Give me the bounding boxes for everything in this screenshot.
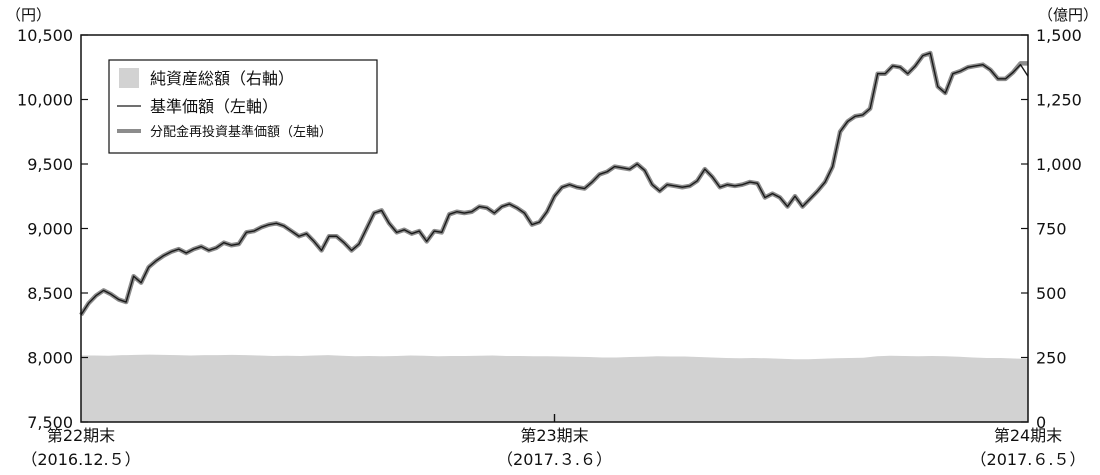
- net-assets-area: [81, 354, 1028, 422]
- period-date: （2016.12.５）: [21, 450, 140, 469]
- legend-box: [108, 59, 378, 154]
- right-tick-label: 1,250: [1036, 91, 1082, 110]
- legend-label-nav: 基準価額（左軸）: [150, 97, 278, 116]
- x-axis-ticks: 第22期末 （2016.12.５） 第23期末 （2017.３.６） 第24期末 （201…: [21, 414, 1085, 469]
- left-tick-label: 7,500: [27, 413, 73, 432]
- right-axis-ticks: 0 250 500 750 1,000 1,250 1,500: [1021, 26, 1082, 432]
- nav-line-layer: [79, 50, 1029, 317]
- left-tick-label: 9,000: [27, 220, 73, 239]
- legend-label-reinvest: 分配金再投資基準価額（左軸）: [150, 124, 332, 140]
- right-tick-label: 1,500: [1036, 26, 1082, 45]
- period-label: 第23期末: [520, 426, 588, 445]
- legend: 純資産総額（右軸） 基準価額（左軸） 分配金再投資基準価額（左軸）: [108, 59, 378, 154]
- right-tick-label: 750: [1036, 220, 1067, 239]
- left-tick-label: 10,000: [17, 91, 73, 110]
- left-tick-label: 8,000: [27, 349, 73, 368]
- net-assets-area-layer: [81, 354, 1028, 422]
- left-tick-label: 9,500: [27, 155, 73, 174]
- right-axis-unit: （億円）: [1038, 6, 1098, 24]
- right-tick-label: 500: [1036, 284, 1067, 303]
- right-tick-label: 0: [1036, 413, 1046, 432]
- period-date: （2017.６.５）: [971, 450, 1086, 469]
- period-label: 第24期末: [994, 426, 1062, 445]
- legend-area-swatch: [119, 68, 139, 88]
- nav-line: [80, 52, 1029, 316]
- left-axis-unit: （円）: [6, 6, 51, 24]
- period-date: （2017.３.６）: [497, 450, 612, 469]
- period-label: 第22期末: [47, 426, 115, 445]
- left-tick-label: 10,500: [17, 26, 73, 45]
- left-tick-label: 8,500: [27, 284, 73, 303]
- right-tick-label: 250: [1036, 349, 1067, 368]
- left-axis-ticks: 7,500 8,000 8,500 9,000 9,500 10,000 10,500: [17, 26, 88, 432]
- legend-label-net-assets: 純資産総額（右軸）: [150, 69, 294, 88]
- right-tick-label: 1,000: [1036, 155, 1082, 174]
